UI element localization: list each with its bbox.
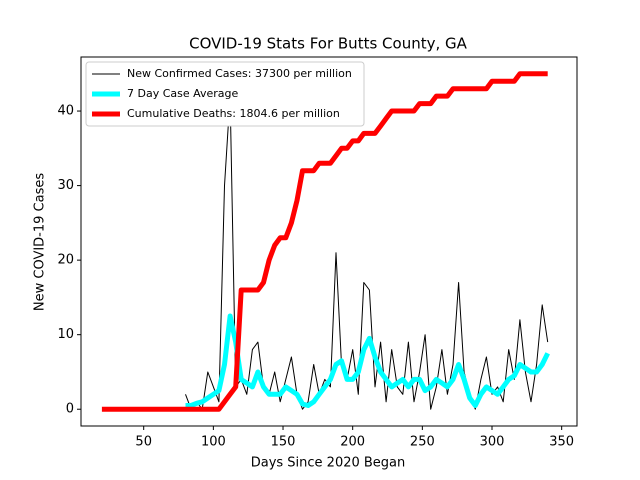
legend: New Confirmed Cases: 37300 per million 7 … xyxy=(85,61,365,127)
x-tick-label: 150 xyxy=(271,435,296,450)
y-tick-label: 20 xyxy=(57,253,74,268)
legend-box xyxy=(85,61,365,127)
series-line xyxy=(101,71,548,412)
chart-title: COVID-19 Stats For Butts County, GA xyxy=(189,35,468,53)
x-axis-label: Days Since 2020 Began xyxy=(251,456,406,471)
y-tick-label: 40 xyxy=(57,104,74,119)
plot-frame xyxy=(80,56,578,427)
x-tick-label: 350 xyxy=(549,435,574,450)
x-tick-label: 200 xyxy=(340,435,365,450)
y-tick-label: 10 xyxy=(57,327,74,342)
y-tick-label: 0 xyxy=(66,402,74,417)
x-tick-label: 100 xyxy=(201,435,226,450)
legend-label: 7 Day Case Average xyxy=(127,87,239,100)
y-axis-label: New COVID-19 Cases xyxy=(33,173,48,311)
legend-label: Cumulative Deaths: 1804.6 per million xyxy=(127,107,340,120)
series-line xyxy=(185,95,549,410)
x-tick-label: 250 xyxy=(410,435,435,450)
series-line xyxy=(185,313,550,408)
y-tick-label: 30 xyxy=(57,178,74,193)
x-tick-label: 50 xyxy=(135,435,152,450)
legend-label: New Confirmed Cases: 37300 per million xyxy=(127,67,352,80)
x-tick-label: 300 xyxy=(480,435,505,450)
